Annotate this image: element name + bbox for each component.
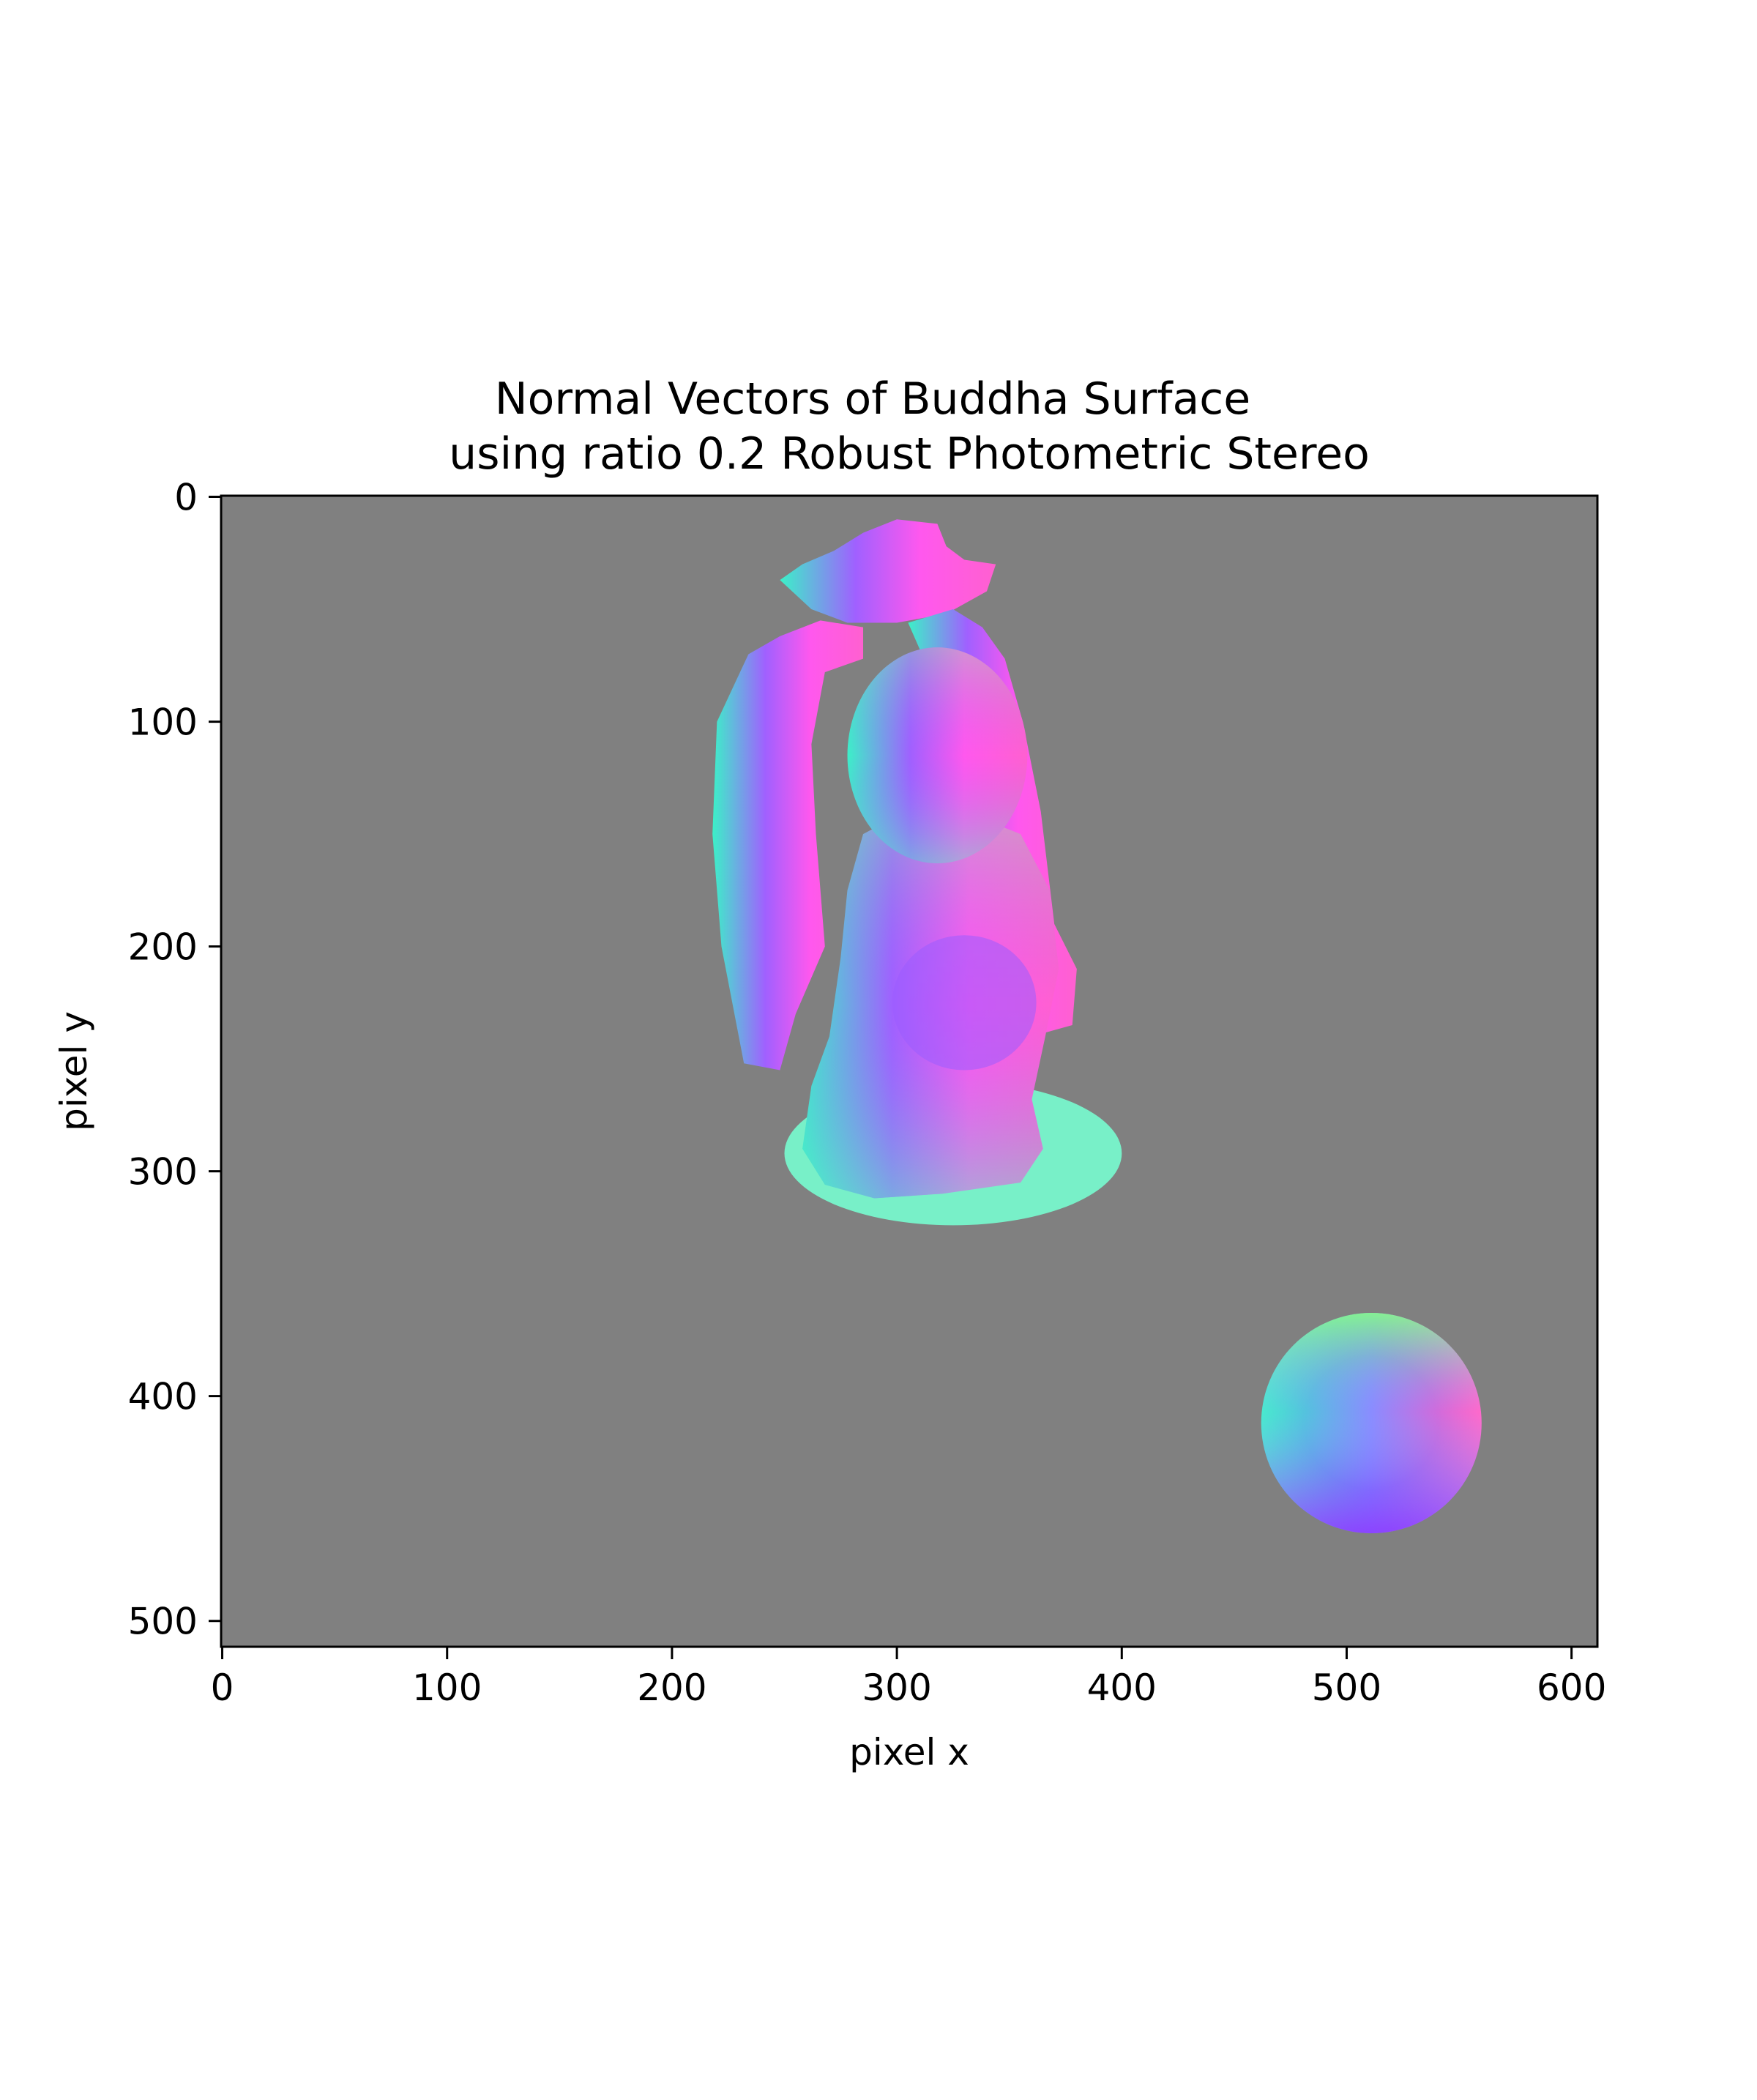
statue-head-shading [847, 647, 1028, 864]
y-tick-label: 400 [128, 1376, 198, 1418]
y-tick-label: 300 [128, 1151, 198, 1194]
x-tick-label: 500 [1312, 1667, 1381, 1709]
x-tick-label: 400 [1087, 1667, 1157, 1709]
x-tick-label: 300 [862, 1667, 931, 1709]
x-tick-label: 0 [211, 1667, 234, 1709]
y-axis-ticks: 0 100 200 300 400 500 [128, 477, 221, 1643]
buddha-normal-map [712, 519, 1122, 1226]
x-tick-label: 200 [637, 1667, 706, 1709]
plot-area [220, 494, 1599, 1648]
chart-title-line-2: using ratio 0.2 Robust Photometric Stere… [449, 428, 1370, 480]
y-tick-label: 200 [128, 926, 198, 969]
sphere-rim-shading [1261, 1312, 1482, 1534]
ingot-shape [780, 519, 996, 623]
y-tick-label: 100 [128, 701, 198, 744]
chart-title-line-1: Normal Vectors of Buddha Surface [495, 373, 1250, 425]
chart-title: Normal Vectors of Buddha Surface using r… [449, 373, 1370, 480]
x-tick-label: 100 [412, 1667, 482, 1709]
x-axis-ticks: 0 100 200 300 400 500 600 [211, 1647, 1606, 1709]
y-tick-label: 0 [174, 477, 198, 519]
x-tick-label: 600 [1537, 1667, 1606, 1709]
y-tick-label: 500 [128, 1601, 198, 1643]
x-axis-label: pixel x [849, 1731, 969, 1773]
statue-belly-shape [892, 935, 1037, 1071]
left-arm-shape [712, 620, 864, 1071]
y-axis-label: pixel y [53, 1011, 95, 1131]
axes-frame [220, 494, 1599, 1648]
calibration-sphere [1261, 1312, 1482, 1534]
